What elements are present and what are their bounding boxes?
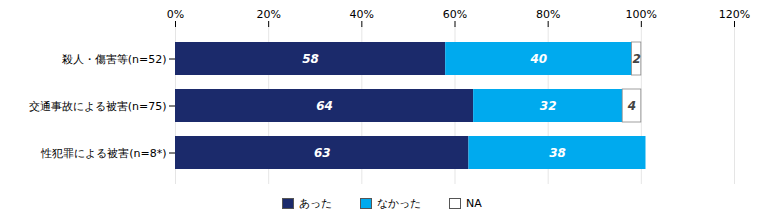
- html-text:NA: NA: [466, 196, 482, 210]
- svg-text:性犯罪による被害(n=8*): 性犯罪による被害(n=8*): [40, 147, 166, 160]
- svg-text:32: 32: [540, 99, 557, 113]
- svg-text:20%: 20%: [256, 8, 280, 21]
- svg-text:殺人・傷害等(n=52): 殺人・傷害等(n=52): [62, 53, 167, 66]
- svg-text:120%: 120%: [719, 8, 750, 21]
- svg-text:40: 40: [529, 52, 547, 66]
- svg-text:100%: 100%: [626, 8, 657, 21]
- svg-text:38: 38: [549, 146, 566, 160]
- svg-text:2: 2: [632, 52, 640, 66]
- svg-text:60%: 60%: [443, 8, 467, 21]
- svg-text:80%: 80%: [536, 8, 560, 21]
- svg-text:4: 4: [627, 99, 636, 113]
- svg-text:40%: 40%: [350, 8, 374, 21]
- html-text:なかった: なかった: [377, 196, 422, 210]
- svg-text:58: 58: [302, 52, 319, 66]
- svg-text:63: 63: [314, 146, 331, 160]
- svg-text:64: 64: [316, 99, 333, 113]
- svg-text:0%: 0%: [167, 8, 184, 21]
- svg-text:交通事故による被害(n=75): 交通事故による被害(n=75): [29, 100, 167, 113]
- html-text:あった: あった: [299, 196, 333, 210]
